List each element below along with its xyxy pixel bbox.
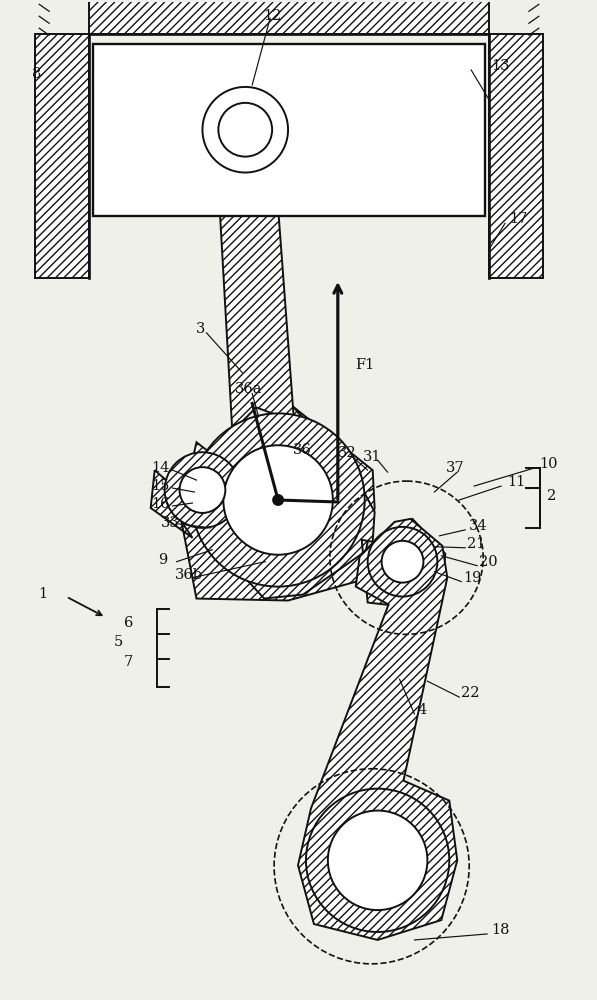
Text: 14: 14 xyxy=(152,461,170,475)
Text: 15: 15 xyxy=(152,479,170,493)
Text: 13: 13 xyxy=(491,59,510,73)
Bar xyxy=(489,34,543,278)
Text: 6: 6 xyxy=(124,616,134,630)
Text: 33: 33 xyxy=(161,516,180,530)
Text: 32: 32 xyxy=(337,446,356,460)
Text: 2: 2 xyxy=(547,489,556,503)
Circle shape xyxy=(328,811,427,910)
Circle shape xyxy=(223,445,333,555)
Circle shape xyxy=(192,413,365,587)
Circle shape xyxy=(273,495,283,505)
Bar xyxy=(93,44,485,216)
Text: 17: 17 xyxy=(509,212,527,226)
Text: 19: 19 xyxy=(463,571,482,585)
Text: 31: 31 xyxy=(362,450,381,464)
Polygon shape xyxy=(217,168,294,431)
Text: 8: 8 xyxy=(32,67,41,81)
Text: 20: 20 xyxy=(479,555,498,569)
Text: 18: 18 xyxy=(491,923,510,937)
Text: 36a: 36a xyxy=(235,382,262,396)
Text: 3: 3 xyxy=(196,322,205,336)
Circle shape xyxy=(306,789,450,932)
Circle shape xyxy=(381,541,423,583)
Circle shape xyxy=(219,103,272,157)
Text: 37: 37 xyxy=(446,461,464,475)
Text: 11: 11 xyxy=(507,475,525,489)
Polygon shape xyxy=(298,519,457,940)
Text: 16: 16 xyxy=(152,497,170,511)
Text: 7: 7 xyxy=(124,655,133,669)
Circle shape xyxy=(368,527,438,597)
Text: F1: F1 xyxy=(356,358,375,372)
Bar xyxy=(89,0,489,34)
Circle shape xyxy=(202,87,288,173)
Bar xyxy=(35,34,89,278)
Text: 21: 21 xyxy=(467,537,485,551)
Circle shape xyxy=(165,452,240,528)
Text: 10: 10 xyxy=(539,457,558,471)
Text: 9: 9 xyxy=(158,553,167,567)
Text: 22: 22 xyxy=(461,686,480,700)
Text: 36b: 36b xyxy=(174,568,202,582)
Circle shape xyxy=(180,467,225,513)
Text: 34: 34 xyxy=(469,519,488,533)
Text: 1: 1 xyxy=(39,587,48,601)
Text: 36: 36 xyxy=(293,443,312,457)
Text: 12: 12 xyxy=(263,9,281,23)
Polygon shape xyxy=(183,405,445,607)
Polygon shape xyxy=(150,407,375,601)
Text: 5: 5 xyxy=(114,635,124,649)
Text: 4: 4 xyxy=(417,703,427,717)
